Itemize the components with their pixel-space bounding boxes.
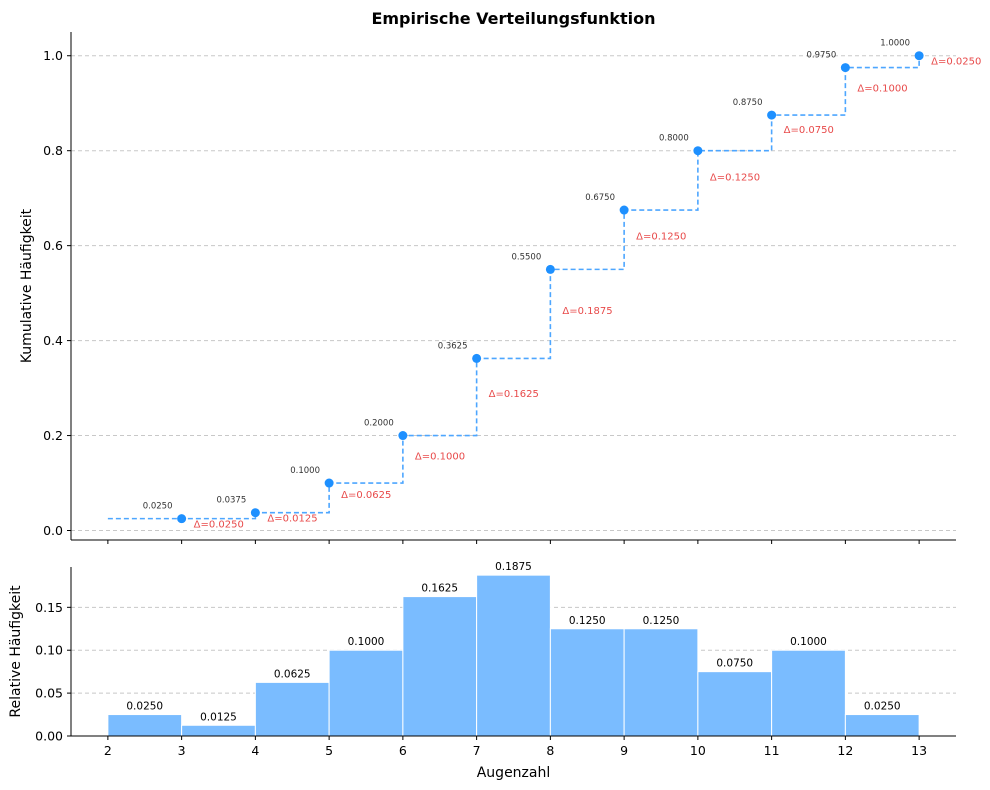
- hist-x-tick-label: 8: [546, 743, 554, 758]
- hist-value-label: 0.1250: [643, 615, 680, 627]
- ecdf-y-tick-label: 0.8: [43, 143, 63, 158]
- ecdf-delta-label: Δ=0.0250: [194, 520, 244, 531]
- ecdf-delta-label: Δ=0.0250: [931, 57, 981, 68]
- hist-bar: [697, 671, 773, 737]
- ecdf-delta-label: Δ=0.1000: [857, 83, 907, 94]
- hist-bar: [476, 574, 551, 737]
- ecdf-value-label: 0.8750: [733, 98, 763, 108]
- ecdf-value-label: 0.5500: [512, 252, 542, 262]
- hist-value-label: 0.0250: [864, 701, 901, 713]
- ecdf-delta-label: Δ=0.1625: [489, 389, 539, 400]
- hist-x-tick-label: 11: [764, 743, 780, 758]
- hist-y-tick-label: 0.15: [35, 600, 63, 615]
- ecdf-y-tick-label: 1.0: [43, 48, 63, 63]
- chart-title: Empirische Verteilungsfunktion: [371, 9, 655, 28]
- ecdf-step-line: [107, 55, 920, 520]
- ecdf-point: [840, 63, 850, 73]
- hist-value-label: 0.1250: [569, 615, 606, 627]
- hist-bar: [402, 596, 478, 737]
- ecdf-y-tick-label: 0.0: [43, 523, 63, 538]
- hist-x-tick-label: 13: [911, 743, 927, 758]
- ecdf-point: [914, 51, 924, 61]
- ecdf-point: [472, 353, 482, 363]
- ecdf-point: [767, 110, 777, 120]
- hist-x-tick-label: 2: [104, 743, 112, 758]
- hist-value-label: 0.0625: [274, 668, 311, 680]
- hist-bar: [107, 714, 183, 737]
- ecdf-value-label: 0.0375: [217, 496, 247, 506]
- hist-y-axis-label: Relative Häufigkeit: [8, 585, 24, 718]
- hist-x-tick-label: 3: [178, 743, 186, 758]
- ecdf-point: [177, 514, 187, 524]
- ecdf-y-tick-label: 0.6: [43, 238, 63, 253]
- ecdf-value-label: 0.6750: [585, 193, 615, 203]
- ecdf-delta-label: Δ=0.0125: [267, 514, 317, 525]
- hist-value-label: 0.0750: [716, 658, 753, 670]
- hist-value-label: 0.0125: [200, 711, 237, 723]
- ecdf-value-label: 0.8000: [659, 134, 689, 144]
- hist-bar: [844, 714, 920, 737]
- hist-bar: [328, 649, 404, 737]
- hist-value-label: 0.1000: [790, 636, 827, 648]
- ecdf-point: [398, 431, 408, 441]
- hist-x-tick-label: 6: [399, 743, 407, 758]
- hist-x-tick-label: 7: [473, 743, 481, 758]
- ecdf-point: [324, 478, 334, 488]
- ecdf-delta-label: Δ=0.1250: [710, 172, 760, 183]
- hist-x-tick-label: 4: [251, 743, 259, 758]
- hist-value-label: 0.0250: [126, 701, 163, 713]
- hist-bar: [549, 628, 625, 737]
- ecdf-value-label: 0.3625: [438, 341, 468, 351]
- ecdf-point: [619, 205, 629, 215]
- ecdf-value-label: 0.1000: [290, 466, 320, 476]
- hist-x-axis-label: Augenzahl: [477, 765, 551, 781]
- ecdf-delta-label: Δ=0.0625: [341, 490, 391, 501]
- ecdf-value-label: 0.2000: [364, 419, 394, 429]
- hist-bar: [623, 628, 699, 737]
- hist-y-tick-label: 0.00: [35, 729, 63, 744]
- ecdf-y-axis-label: Kumulative Häufigkeit: [19, 208, 35, 363]
- hist-x-tick-label: 5: [325, 743, 333, 758]
- ecdf-delta-label: Δ=0.1875: [562, 306, 612, 317]
- ecdf-y-tick-label: 0.4: [43, 333, 63, 348]
- hist-value-label: 0.1625: [421, 583, 458, 595]
- ecdf-delta-label: Δ=0.1000: [415, 451, 465, 462]
- ecdf-point: [693, 146, 703, 156]
- ecdf-y-tick-label: 0.2: [43, 428, 63, 443]
- hist-y-tick-label: 0.05: [35, 686, 63, 701]
- hist-bar: [771, 649, 846, 737]
- ecdf-point: [545, 264, 555, 274]
- hist-value-label: 0.1000: [348, 636, 385, 648]
- ecdf-point: [250, 508, 260, 518]
- ecdf-value-label: 1.0000: [880, 39, 910, 49]
- ecdf-value-label: 0.9750: [807, 51, 837, 61]
- ecdf-value-label: 0.0250: [143, 502, 173, 512]
- hist-value-label: 0.1875: [495, 561, 532, 573]
- ecdf-delta-label: Δ=0.0750: [784, 125, 834, 136]
- hist-bar: [254, 681, 330, 737]
- hist-x-tick-label: 10: [690, 743, 706, 758]
- hist-x-tick-label: 12: [837, 743, 853, 758]
- hist-bar: [181, 724, 256, 737]
- hist-y-tick-label: 0.10: [35, 643, 63, 658]
- ecdf-delta-label: Δ=0.1250: [636, 232, 686, 243]
- hist-x-tick-label: 9: [620, 743, 628, 758]
